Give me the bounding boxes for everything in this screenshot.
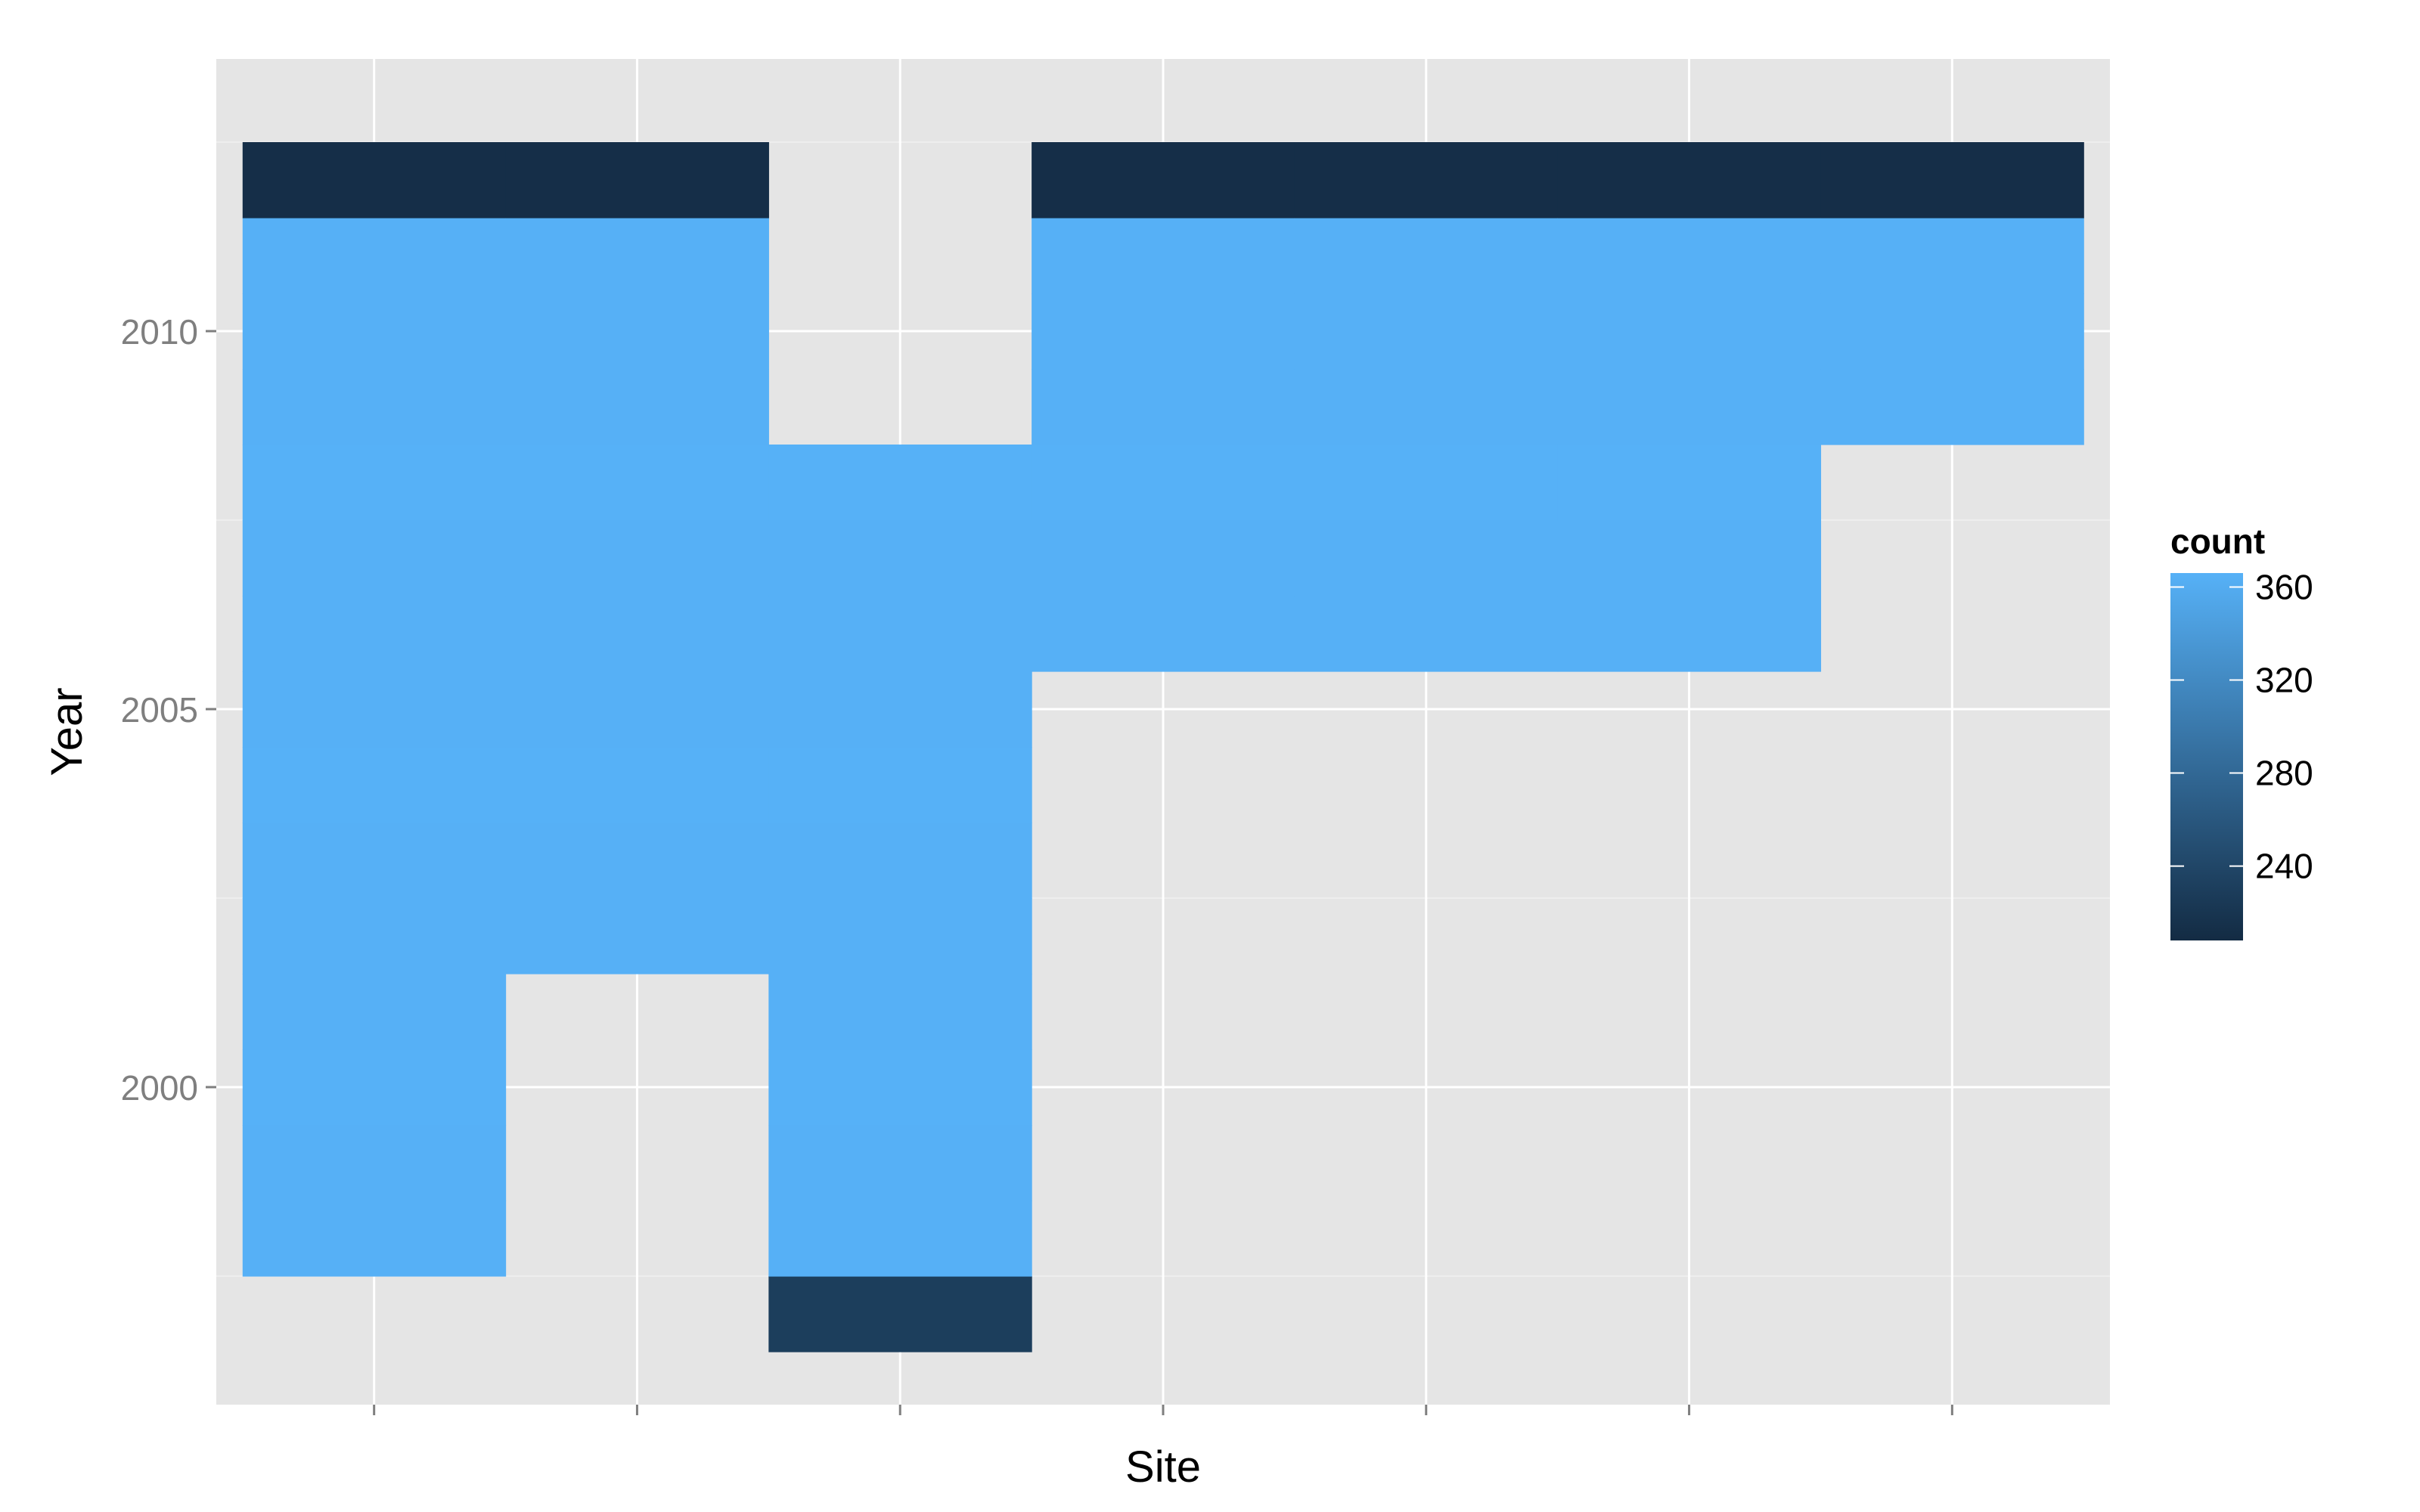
heatmap-tile <box>1032 369 1295 445</box>
heatmap-tile <box>242 596 507 672</box>
heatmap-tile <box>1557 445 1822 521</box>
heatmap-tile <box>768 671 1032 748</box>
heatmap-tile <box>242 671 507 748</box>
heatmap-tile <box>1557 142 1822 218</box>
heatmap-tile <box>242 898 507 974</box>
heatmap-tile <box>242 823 507 899</box>
heatmap-tile <box>505 142 769 218</box>
heatmap-tile <box>1557 218 1822 294</box>
heatmap-tile <box>1032 218 1295 294</box>
heatmap-tile <box>1294 369 1559 445</box>
heatmap-tile <box>1032 445 1295 521</box>
heatmap-tile <box>1557 293 1822 370</box>
heatmap-cells <box>242 142 2084 1352</box>
heatmap-tile <box>768 823 1032 899</box>
heatmap-tile <box>1032 596 1295 672</box>
heatmap-tile <box>1820 142 2084 218</box>
heatmap-tile <box>242 142 507 218</box>
heatmap-tile <box>242 445 507 521</box>
heatmap-tile <box>768 445 1032 521</box>
heatmap-tile <box>1557 369 1822 445</box>
heatmap-tile <box>768 1201 1032 1277</box>
legend-tick-label: 280 <box>2255 754 2313 793</box>
legend-tick-label: 320 <box>2255 660 2313 699</box>
heatmap-tile <box>1294 142 1559 218</box>
y-axis-title: Year <box>42 687 92 776</box>
heatmap-tile <box>1294 520 1559 596</box>
heatmap-tile <box>1032 142 1295 218</box>
heatmap-tile <box>1032 293 1295 370</box>
legend-colorbar <box>2170 573 2243 940</box>
heatmap-tile <box>242 293 507 370</box>
legend-tick-label: 240 <box>2255 847 2313 886</box>
heatmap-tile <box>1557 520 1822 596</box>
heatmap-tile <box>242 369 507 445</box>
y-tick-label: 2005 <box>121 690 198 730</box>
heatmap-tile <box>242 218 507 294</box>
heatmap-tile <box>768 1049 1032 1126</box>
heatmap-tile <box>1294 596 1559 672</box>
heatmap-tile <box>768 596 1032 672</box>
heatmap-tile <box>505 445 769 521</box>
heatmap-tile <box>242 520 507 596</box>
y-tick-label: 2010 <box>121 312 198 352</box>
legend-title: count <box>2170 522 2265 561</box>
heatmap-tile <box>505 293 769 370</box>
heatmap-tile <box>768 1125 1032 1201</box>
heatmap-tile <box>1294 445 1559 521</box>
heatmap-tile <box>242 974 507 1050</box>
heatmap-tile <box>505 898 769 974</box>
heatmap-tile <box>242 1049 507 1126</box>
heatmap-tile <box>1032 520 1295 596</box>
heatmap-tile <box>768 520 1032 596</box>
heatmap-tile <box>1557 596 1822 672</box>
heatmap-tile <box>242 1125 507 1201</box>
heatmap-tile <box>1294 293 1559 370</box>
legend: count 240 280 320 360 <box>2170 522 2313 940</box>
heatmap-tile <box>505 369 769 445</box>
heatmap-tile <box>505 671 769 748</box>
heatmap-tile <box>505 218 769 294</box>
heatmap-tile <box>505 596 769 672</box>
legend-tick-label: 360 <box>2255 567 2313 606</box>
y-tick-label: 2000 <box>121 1068 198 1108</box>
heatmap-tile <box>768 898 1032 974</box>
heatmap-tile <box>768 1276 1032 1352</box>
heatmap-tile <box>505 823 769 899</box>
heatmap-tile <box>242 747 507 823</box>
heatmap-tile <box>1294 218 1559 294</box>
heatmap-tile <box>768 747 1032 823</box>
heatmap-tile <box>1820 293 2084 370</box>
heatmap-tile <box>1820 218 2084 294</box>
axes: 2000 2005 2010 <box>121 312 1953 1415</box>
heatmap-tile <box>505 520 769 596</box>
heatmap-tile <box>505 747 769 823</box>
heatmap-tile <box>242 1201 507 1277</box>
x-axis-title: Site <box>1125 1442 1201 1492</box>
heatmap-tile <box>768 974 1032 1050</box>
heatmap-tile <box>1820 369 2084 445</box>
